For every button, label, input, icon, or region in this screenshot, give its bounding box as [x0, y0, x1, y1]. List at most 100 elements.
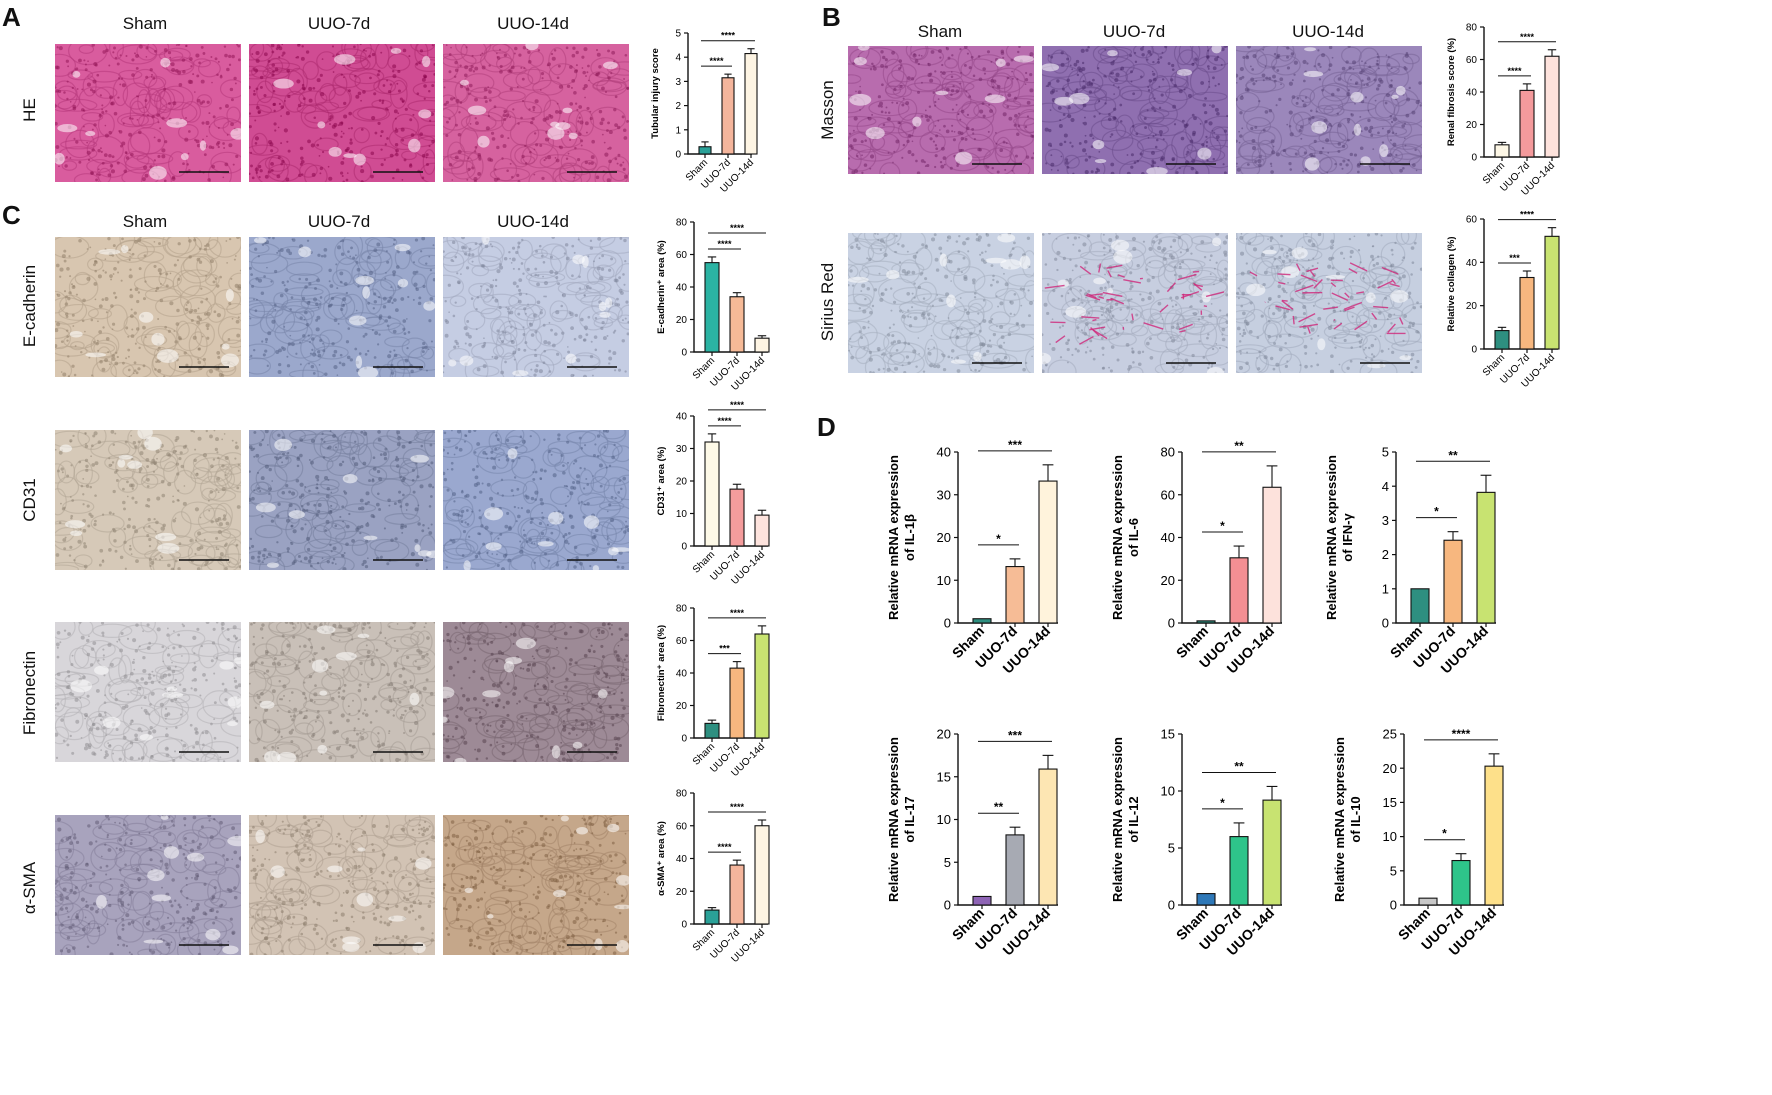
micrograph-texture: [55, 815, 241, 955]
significance-stars: ****: [730, 608, 745, 618]
micrograph-cd31-sham: [55, 430, 241, 570]
bar: [1005, 566, 1025, 624]
y-tick-label: 20: [1383, 761, 1397, 776]
panel-a-col-uuo14: UUO-14d: [497, 14, 569, 33]
significance-stars: ****: [717, 239, 732, 249]
significance-stars: ****: [721, 31, 736, 41]
y-tick-label: 40: [676, 854, 688, 865]
significance-stars: ****: [730, 400, 745, 410]
y-tick-label: 0: [1390, 898, 1397, 913]
bar: [972, 618, 992, 624]
y-tick-label: 5: [675, 29, 681, 40]
y-tick-label: 0: [944, 616, 951, 631]
y-tick-label: 60: [1466, 215, 1478, 226]
micrograph-masson-uuo14: [1236, 46, 1422, 174]
chart-il1b: 0 10 20 30 40 Relative mRNA expression of IL-1…: [886, 438, 1058, 676]
bar: [729, 296, 745, 353]
panel-c-col-uuo14: UUO-14d: [497, 212, 569, 231]
y-tick-label: 5: [1390, 863, 1397, 878]
micrograph-texture: [1236, 233, 1422, 373]
y-axis-label: of IL-17: [902, 796, 917, 842]
y-tick-label: 60: [676, 250, 688, 261]
bar: [1451, 859, 1471, 906]
y-axis-label: Relative mRNA expression: [1324, 455, 1339, 620]
significance-stars: *: [1220, 796, 1225, 810]
micrograph-sma-uuo14: [443, 815, 629, 955]
y-tick-label: 5: [1168, 841, 1175, 856]
micrograph-texture: [1236, 46, 1422, 174]
significance-stars: *: [996, 532, 1001, 546]
y-tick-label: 10: [676, 509, 688, 520]
bar: [1196, 620, 1216, 624]
y-axis-label: of IL-1β: [902, 514, 917, 561]
bar: [1196, 893, 1216, 906]
y-tick-label: 3: [1382, 513, 1389, 528]
y-tick-label: 20: [1466, 120, 1478, 131]
bar: [1544, 235, 1560, 350]
significance-stars: ****: [1452, 727, 1471, 741]
panel-letter-b: B: [822, 2, 841, 32]
y-axis-label: α-SMA⁺ area (%): [656, 821, 667, 896]
y-tick-label: 10: [1383, 829, 1397, 844]
micrograph-texture: [249, 44, 435, 182]
micrograph-texture: [443, 237, 629, 377]
y-tick-label: 3: [675, 77, 681, 88]
y-tick-label: 80: [1161, 445, 1175, 460]
y-tick-label: 30: [676, 444, 688, 455]
y-tick-label: 0: [1471, 345, 1477, 356]
y-tick-label: 60: [676, 636, 688, 647]
micrograph-texture: [443, 622, 629, 762]
bar: [754, 633, 770, 739]
micrograph-texture: [443, 44, 629, 182]
panel-letter-a: A: [2, 2, 21, 32]
micrograph-sma-uuo7: [249, 815, 435, 955]
y-axis-label: Relative collagen (%): [1446, 236, 1457, 331]
significance-stars: ***: [1008, 438, 1022, 452]
y-tick-label: 20: [937, 727, 951, 742]
micrograph-he-sham: [55, 44, 241, 182]
significance-stars: **: [1234, 439, 1244, 453]
y-axis-label: Renal fibrosis score (%): [1446, 38, 1457, 146]
bar: [704, 722, 720, 739]
bar: [729, 864, 745, 925]
micrograph-fn-uuo14: [443, 622, 629, 762]
bar: [1544, 55, 1560, 158]
micrograph-texture: [55, 44, 241, 182]
micrograph-texture: [848, 46, 1034, 174]
y-tick-label: 20: [1161, 573, 1175, 588]
micrograph-cd31-uuo14: [443, 430, 629, 570]
bar: [1494, 144, 1510, 158]
y-tick-label: 20: [1466, 301, 1478, 312]
y-tick-label: 5: [944, 855, 951, 870]
y-tick-label: 0: [681, 734, 687, 745]
y-tick-label: 15: [1161, 727, 1175, 742]
micrograph-ecad-uuo7: [249, 237, 435, 377]
y-axis-label: Fibronectin⁺ area (%): [656, 625, 667, 721]
y-tick-label: 40: [1161, 530, 1175, 545]
y-tick-label: 40: [1466, 88, 1478, 99]
y-axis-label: of IL-12: [1126, 796, 1141, 842]
row-label-e-cadherin: E-cadherin: [20, 264, 39, 348]
micrograph-masson-sham: [848, 46, 1034, 174]
y-tick-label: 40: [937, 445, 951, 460]
bar: [1494, 330, 1510, 350]
y-tick-label: 20: [937, 530, 951, 545]
y-tick-label: 15: [1383, 795, 1397, 810]
y-axis-label: CD31⁺ area (%): [656, 447, 667, 516]
y-axis-label: Relative mRNA expression: [886, 455, 901, 620]
y-tick-label: 0: [1471, 153, 1477, 164]
y-tick-label: 1: [675, 125, 681, 136]
y-tick-label: 40: [676, 669, 688, 680]
bar: [704, 262, 720, 353]
y-tick-label: 20: [676, 701, 688, 712]
bar: [704, 441, 720, 547]
y-tick-label: 0: [681, 348, 687, 359]
micrograph-sirius-sham: [848, 233, 1034, 373]
bar: [1262, 486, 1282, 624]
y-axis-label: Relative mRNA expression: [1110, 455, 1125, 620]
bar: [744, 53, 758, 155]
panel-c-col-uuo7: UUO-7d: [307, 212, 371, 231]
